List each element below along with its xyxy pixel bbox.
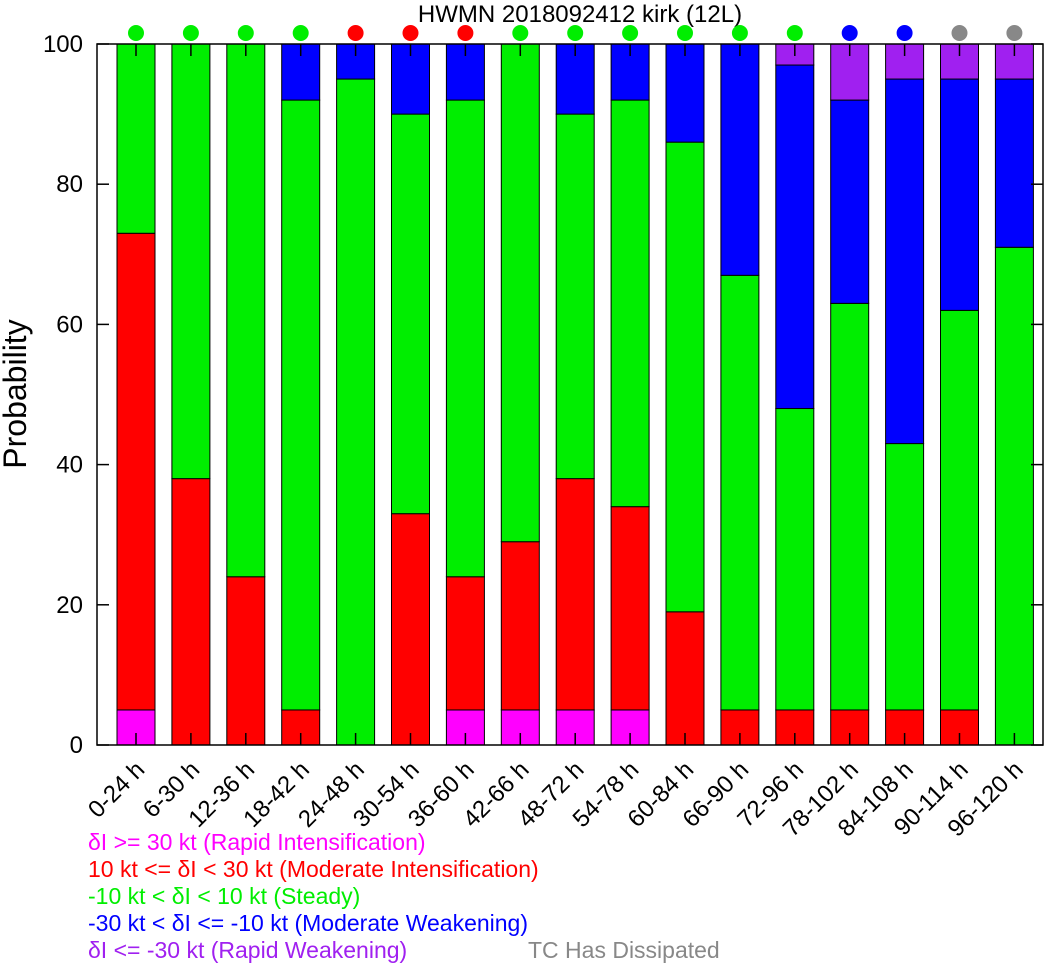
bar-segment-9-1: [610, 506, 650, 711]
bar-segment-16-2: [994, 246, 1034, 746]
top-marker-5: [402, 25, 419, 41]
bar-segment-5-1: [391, 513, 430, 746]
bar-segment-2-1: [226, 576, 266, 746]
top-marker-16: [1006, 25, 1023, 41]
top-markers: [128, 25, 1023, 41]
bar-segment-10-2: [665, 141, 705, 613]
y-tick-label-2: 40: [56, 452, 83, 479]
bar-segment-8-1: [555, 478, 595, 711]
bar-segment-3-2: [281, 99, 321, 711]
legend-entry-3: -30 kt < δI <= -10 kt (Moderate Weakenin…: [88, 910, 528, 936]
top-marker-13: [841, 25, 858, 41]
legend-entry-0: δI >= 30 kt (Rapid Intensification): [88, 829, 426, 855]
top-marker-12: [786, 25, 803, 41]
top-marker-3: [292, 25, 309, 41]
top-marker-11: [731, 25, 748, 41]
bar-segment-9-2: [610, 99, 650, 508]
y-tick-label-1: 20: [56, 592, 83, 619]
y-tick-label-3: 60: [56, 311, 83, 338]
bar-segment-4-2: [336, 78, 376, 746]
y-axis-label: Probability: [0, 319, 33, 468]
bar-segment-16-3: [994, 78, 1034, 248]
bar-segment-13-2: [830, 302, 870, 711]
bar-segment-12-2: [775, 408, 815, 711]
top-marker-2: [237, 25, 254, 41]
bar-segment-14-2: [885, 443, 925, 711]
x-tick-label-0: 0-24 h: [83, 756, 150, 823]
bar-segment-12-3: [775, 64, 815, 410]
bar-segment-10-1: [665, 611, 705, 746]
plot-frame: [96, 43, 1044, 746]
bar-segment-13-3: [830, 99, 870, 304]
bar-segment-11-3: [720, 43, 760, 276]
bars-group: [116, 43, 1034, 746]
bar-segment-15-2: [940, 309, 979, 711]
y-tick-label-4: 80: [56, 171, 83, 198]
top-marker-1: [182, 25, 199, 41]
bar-segment-6-1: [445, 576, 485, 711]
bar-segment-6-2: [445, 99, 485, 578]
bar-segment-4-3: [336, 43, 376, 80]
bar-segment-5-2: [391, 113, 430, 515]
bar-segment-8-2: [555, 113, 595, 480]
top-marker-4: [347, 25, 364, 41]
top-marker-7: [512, 25, 529, 41]
y-tick-label-5: 100: [43, 31, 83, 58]
top-marker-10: [677, 25, 693, 41]
bar-segment-0-1: [116, 232, 156, 711]
bar-segment-10-3: [665, 43, 705, 143]
bar-segment-2-2: [226, 43, 266, 578]
bar-segment-1-2: [171, 43, 211, 480]
y-tick-label-0: 0: [70, 732, 83, 759]
bar-segment-15-3: [940, 78, 979, 311]
bar-segment-7-2: [500, 43, 540, 543]
legend-entry-5: TC Has Dissipated: [528, 937, 720, 963]
bar-segment-7-1: [500, 541, 540, 711]
bar-segment-5-3: [391, 43, 430, 115]
legend: δI >= 30 kt (Rapid Intensification)10 kt…: [88, 829, 720, 963]
y-axis: 0 20 40 60 80 100: [43, 31, 1043, 759]
top-marker-8: [567, 25, 584, 41]
top-marker-6: [457, 25, 474, 41]
top-marker-9: [622, 25, 639, 41]
legend-entry-2: -10 kt < δI < 10 kt (Steady): [88, 883, 360, 909]
legend-entry-4: δI <= -30 kt (Rapid Weakening): [88, 937, 407, 963]
top-marker-0: [128, 25, 144, 41]
top-marker-14: [896, 25, 913, 41]
legend-entry-1: 10 kt <= δI < 30 kt (Moderate Intensific…: [88, 856, 539, 882]
chart-title: HWMN 2018092412 kirk (12L): [418, 1, 742, 28]
bar-segment-11-2: [720, 274, 760, 711]
bar-segment-1-1: [171, 478, 211, 746]
top-marker-15: [951, 25, 968, 41]
bar-segment-14-3: [885, 78, 925, 445]
bar-segment-0-2: [116, 43, 156, 234]
